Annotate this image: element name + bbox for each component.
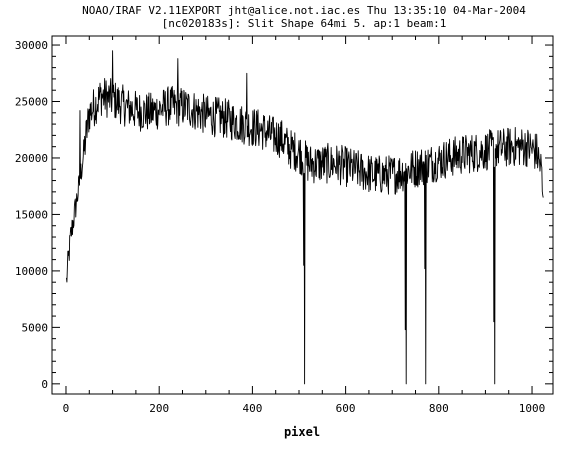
- y-tick-label: 10000: [15, 265, 48, 278]
- x-tick-label: 1000: [519, 402, 546, 415]
- x-tick-label: 400: [242, 402, 262, 415]
- tick-labels: 0 200 400 600 800 100005000100001500020000250…: [15, 39, 545, 415]
- y-tick-label: 0: [41, 378, 48, 391]
- x-tick-label: 0: [63, 402, 70, 415]
- x-axis-label: pixel: [284, 425, 320, 439]
- y-tick-label: 5000: [22, 321, 49, 334]
- y-tick-label: 15000: [15, 208, 48, 221]
- x-tick-label: 800: [429, 402, 449, 415]
- plot-title-line1: NOAO/IRAF V2.11EXPORT jht@alice.not.iac.…: [82, 4, 526, 17]
- plot-title-line2: [nc020183s]: Slit Shape 64mi 5. ap:1 bea…: [162, 17, 447, 30]
- axis-ticks: [52, 36, 553, 394]
- plot-frame: [51, 35, 554, 395]
- x-tick-label: 600: [336, 402, 356, 415]
- x-tick-label: 200: [149, 402, 169, 415]
- y-tick-label: 20000: [15, 152, 48, 165]
- y-tick-label: 25000: [15, 96, 48, 109]
- y-tick-label: 30000: [15, 39, 48, 52]
- series-line: [66, 50, 544, 385]
